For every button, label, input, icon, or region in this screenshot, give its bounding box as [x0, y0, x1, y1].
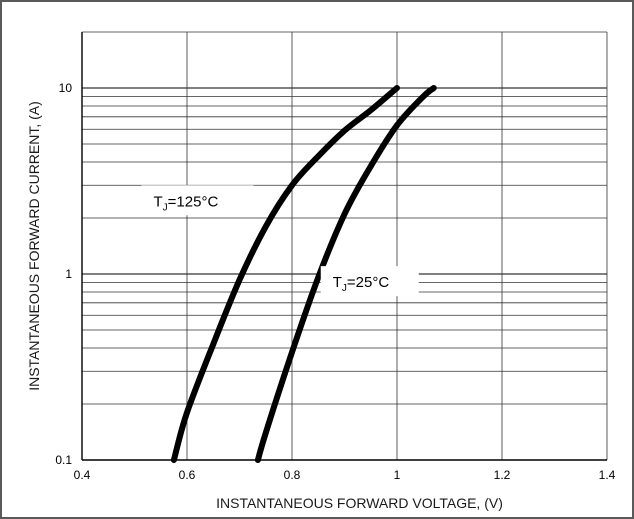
y-tick-label: 0.1 — [55, 453, 72, 467]
x-tick-label: 1.4 — [599, 468, 616, 482]
x-tick-label: 1 — [394, 468, 401, 482]
series-line-tj-25c — [254, 85, 437, 463]
x-tick-label: 0.8 — [284, 468, 301, 482]
series-label-tj-125c: TJ=125°C — [154, 193, 219, 213]
x-axis-title: INSTANTANEOUS FORWARD VOLTAGE, (V) — [216, 495, 503, 511]
series-label-tj-25c: TJ=25°C — [333, 274, 390, 294]
y-tick-label: 10 — [59, 81, 73, 95]
series-label-background — [320, 266, 419, 297]
y-axis-title: INSTANTANEOUS FORWARD CURRENT, (A) — [26, 101, 42, 391]
x-tick-label: 0.4 — [74, 468, 91, 482]
x-tick-label: 0.6 — [179, 468, 196, 482]
series-line-tj-125c — [170, 85, 400, 463]
y-tick-label: 1 — [65, 267, 72, 281]
x-tick-label: 1.2 — [494, 468, 511, 482]
series-label-background — [141, 185, 254, 216]
